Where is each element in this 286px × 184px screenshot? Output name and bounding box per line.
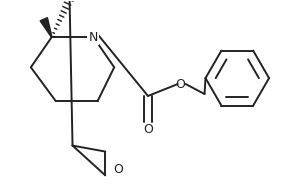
Text: N: N	[89, 31, 98, 44]
Text: O: O	[143, 123, 153, 136]
Polygon shape	[40, 18, 52, 37]
Text: O: O	[175, 78, 185, 91]
Text: O: O	[113, 163, 123, 176]
